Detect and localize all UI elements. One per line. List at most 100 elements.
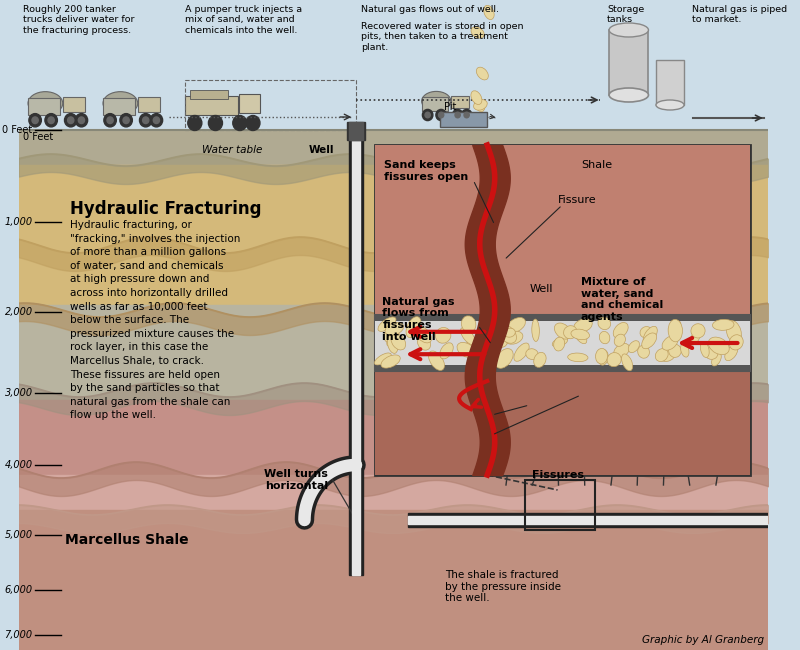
Ellipse shape [374,353,391,365]
Text: 3,000: 3,000 [5,388,33,398]
Ellipse shape [729,335,743,350]
Circle shape [438,112,444,118]
Bar [28,98,60,115]
Circle shape [142,117,149,124]
Text: Natural gas is piped
to market.: Natural gas is piped to market. [691,5,786,25]
Bar [18,165,769,310]
Ellipse shape [532,319,539,341]
Ellipse shape [526,348,538,359]
Circle shape [48,117,54,124]
Ellipse shape [474,98,485,112]
Circle shape [452,109,463,121]
Text: Well turns
horizontal: Well turns horizontal [264,469,328,491]
Bar [350,130,362,575]
Text: Hydraulic Fracturing: Hydraulic Fracturing [70,200,262,218]
Circle shape [104,114,116,127]
Bar [239,94,260,112]
Bar [525,480,595,530]
Ellipse shape [507,317,526,332]
Bar [374,315,750,371]
Text: The shale is fractured
by the pressure inside
the well.: The shale is fractured by the pressure i… [445,570,561,603]
Text: Graphic by Al Granberg: Graphic by Al Granberg [642,635,764,645]
Bar [609,30,649,95]
Ellipse shape [598,350,608,365]
Ellipse shape [655,348,668,361]
Circle shape [150,114,162,127]
Circle shape [233,116,247,131]
Ellipse shape [662,335,678,350]
Ellipse shape [429,351,445,370]
Ellipse shape [598,317,610,330]
Ellipse shape [607,352,622,367]
Ellipse shape [491,324,506,344]
Ellipse shape [690,331,700,345]
Ellipse shape [700,341,709,358]
Text: Sand keeps
fissures open: Sand keeps fissures open [384,160,469,181]
Ellipse shape [643,326,658,344]
Ellipse shape [381,355,400,368]
Ellipse shape [614,334,626,346]
Text: A pumper truck injects a
mix of sand, water and
chemicals into the well.: A pumper truck injects a mix of sand, wa… [186,5,302,35]
Bar [374,145,750,475]
Circle shape [107,117,114,124]
Text: Shale: Shale [581,160,612,170]
Bar [350,122,362,140]
Circle shape [29,114,42,127]
Ellipse shape [414,326,431,343]
Bar [190,90,228,99]
Ellipse shape [571,329,590,340]
Ellipse shape [609,23,649,37]
Text: Natural gas
flows from
fissures
into well: Natural gas flows from fissures into wel… [382,297,454,342]
Ellipse shape [28,92,62,115]
Ellipse shape [474,99,487,111]
Circle shape [154,117,159,124]
Ellipse shape [705,348,718,359]
Ellipse shape [422,92,451,111]
Ellipse shape [471,91,482,105]
Bar [656,60,684,105]
Ellipse shape [103,92,138,115]
Ellipse shape [504,328,515,337]
Bar [18,130,769,165]
Ellipse shape [713,319,734,330]
Ellipse shape [642,333,657,349]
Ellipse shape [628,341,639,352]
Text: Storage
tanks: Storage tanks [607,5,645,25]
Ellipse shape [484,5,494,20]
Bar [440,112,487,127]
Bar [18,400,769,480]
Text: Mixture of
water, sand
and chemical
agents: Mixture of water, sand and chemical agen… [581,277,663,322]
Text: 5,000: 5,000 [5,530,33,540]
Ellipse shape [609,88,649,102]
Circle shape [78,117,85,124]
Ellipse shape [574,319,592,332]
Bar [374,315,750,321]
Circle shape [65,114,77,127]
Circle shape [32,117,38,124]
Ellipse shape [514,343,529,361]
Ellipse shape [554,323,571,339]
Text: Marcellus Shale: Marcellus Shale [66,533,189,547]
Circle shape [45,114,58,127]
Bar [18,0,769,130]
Ellipse shape [656,100,684,110]
Ellipse shape [386,332,399,346]
Ellipse shape [435,328,451,343]
Text: Hydraulic fracturing, or
"fracking," involves the injection
of more than a milli: Hydraulic fracturing, or "fracking," inv… [70,220,241,421]
Ellipse shape [385,322,404,335]
Text: Recovered water is stored in open
pits, then taken to a treatment
plant.: Recovered water is stored in open pits, … [361,22,523,52]
Circle shape [464,112,470,118]
Text: 0 Feet: 0 Feet [2,125,33,135]
Text: 7,000: 7,000 [5,630,33,640]
Circle shape [139,114,152,127]
Ellipse shape [708,337,730,355]
Ellipse shape [726,320,742,343]
Bar [451,96,470,108]
Bar [374,326,750,475]
Ellipse shape [478,346,493,367]
Ellipse shape [595,348,607,364]
Text: Water table: Water table [202,145,262,155]
Bar [407,513,800,527]
Bar [62,97,85,112]
Ellipse shape [391,333,406,350]
